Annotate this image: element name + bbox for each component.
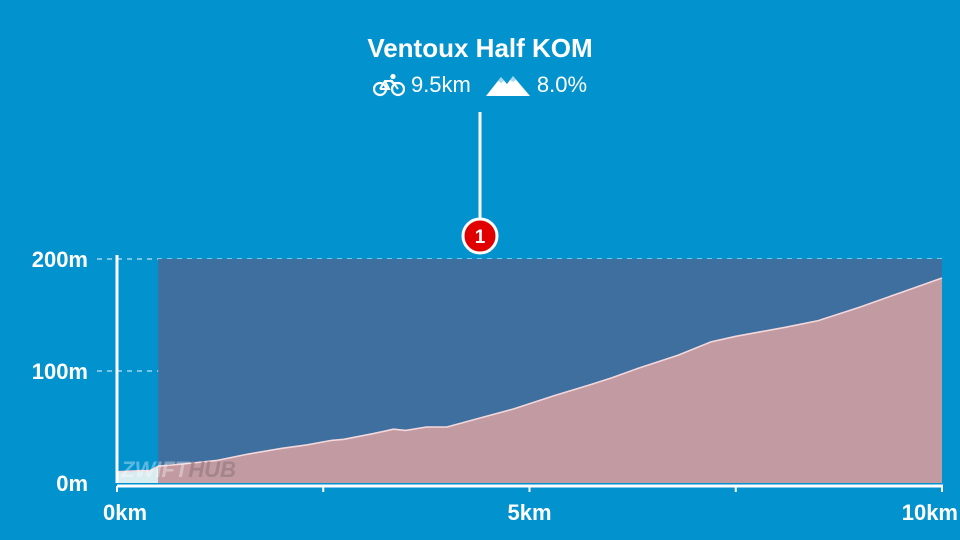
grade-value: 8.0%	[536, 72, 588, 97]
watermark-part1: ZWIFT	[120, 457, 190, 482]
x-tick-label: 10km	[902, 500, 958, 525]
x-tick-label: 5km	[507, 500, 551, 525]
elevation-line	[116, 277, 943, 473]
pre-segment-area	[117, 466, 159, 483]
axis-ticks: 0m 100m 200m 0km 5km 10km	[32, 247, 958, 525]
y-tick-label: 100m	[32, 359, 88, 384]
segment-marker[interactable]: 1	[461, 217, 499, 255]
segment-stats: 9.5km 8.0%	[0, 70, 960, 100]
grade-stat: 8.0%	[485, 70, 587, 100]
bicycle-icon	[372, 73, 405, 97]
segment-elevation-area	[158, 278, 942, 483]
segment-header: Ventoux Half KOM 9.5km 8.0%	[0, 30, 960, 100]
distance-stat: 9.5km	[372, 70, 471, 100]
y-tick-label: 200m	[32, 247, 88, 272]
watermark: ZWIFTHUB	[120, 457, 236, 482]
watermark-part2: HUB	[188, 457, 236, 482]
mountain-icon	[485, 76, 530, 96]
marker-number: 1	[475, 227, 486, 248]
distance-value: 9.5km	[410, 72, 471, 97]
y-tick-label: 0m	[56, 471, 88, 496]
marker-circle	[461, 217, 499, 255]
x-tick-label: 0km	[103, 500, 147, 525]
segment-title: Ventoux Half KOM	[367, 33, 593, 63]
